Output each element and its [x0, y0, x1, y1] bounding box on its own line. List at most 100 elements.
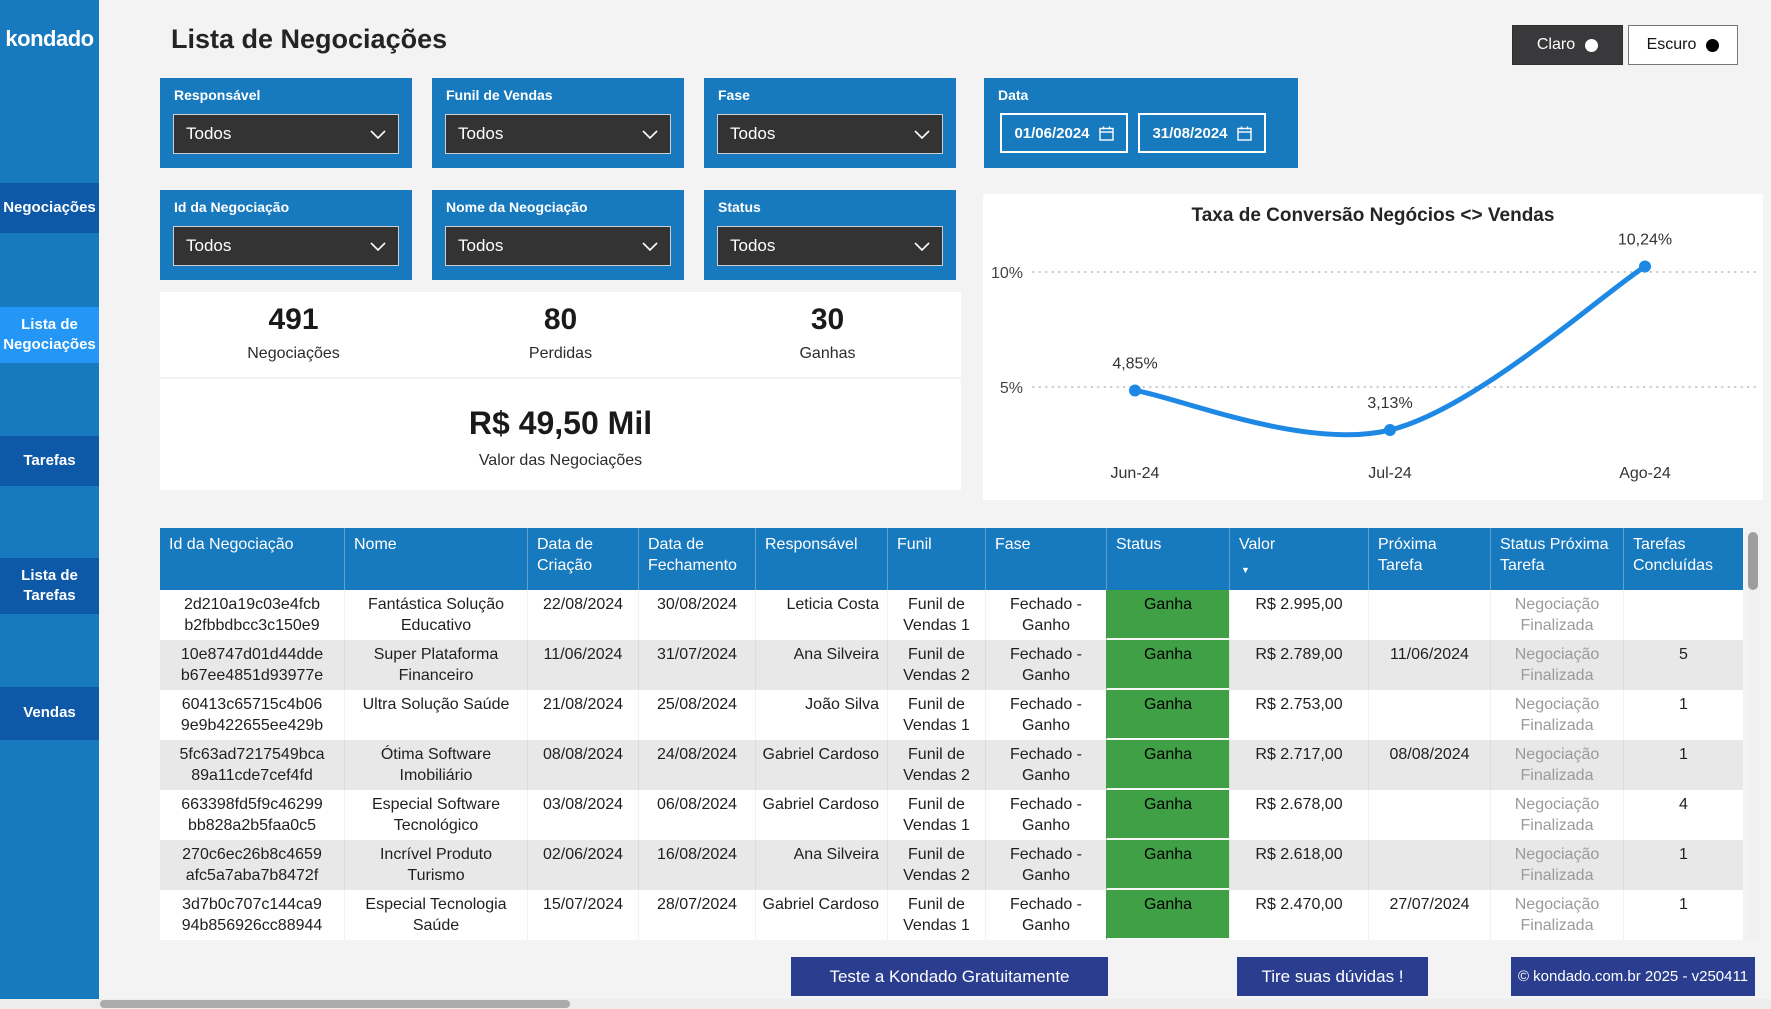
cell-funil[interactable]: Funil de Vendas 1 — [887, 690, 985, 740]
cell-responsavel[interactable]: Leticia Costa — [755, 590, 887, 640]
cell-responsavel[interactable]: João Silva — [755, 690, 887, 740]
cell-valor[interactable]: R$ 2.753,00 — [1229, 690, 1368, 740]
cell-data-fechamento[interactable]: 31/07/2024 — [638, 640, 755, 690]
date-start-input[interactable]: 01/06/2024 — [1000, 113, 1128, 153]
cell-data-fechamento[interactable]: 28/07/2024 — [638, 890, 755, 940]
cell-funil[interactable]: Funil de Vendas 1 — [887, 790, 985, 840]
nome-negociacao-dropdown[interactable]: Todos — [445, 226, 671, 266]
cell-data-criacao[interactable]: 15/07/2024 — [527, 890, 638, 940]
cell-funil[interactable]: Funil de Vendas 1 — [887, 890, 985, 940]
cell-data-criacao[interactable]: 21/08/2024 — [527, 690, 638, 740]
cell-valor[interactable]: R$ 2.618,00 — [1229, 840, 1368, 890]
column-header[interactable]: Tarefas Concluídas — [1623, 528, 1743, 590]
cell-valor[interactable]: R$ 2.995,00 — [1229, 590, 1368, 640]
cell-data-fechamento[interactable]: 25/08/2024 — [638, 690, 755, 740]
cell-status-proxima-tarefa[interactable]: Negociação Finalizada — [1490, 740, 1623, 790]
column-header[interactable]: Data de Criação — [527, 528, 638, 590]
column-header[interactable]: Status — [1106, 528, 1229, 590]
cell-tarefas-concluidas[interactable]: 1 — [1623, 690, 1743, 740]
table-row[interactable]: 2d210a19c03e4fcb b2fbbdbcc3c150e9 Fantást… — [160, 590, 1743, 640]
column-header[interactable]: Fase — [985, 528, 1106, 590]
cell-responsavel[interactable]: Ana Silveira — [755, 640, 887, 690]
column-header[interactable]: Funil — [887, 528, 985, 590]
cell-proxima-tarefa[interactable] — [1368, 690, 1490, 740]
cell-status[interactable]: Ganha — [1106, 790, 1229, 840]
cell-funil[interactable]: Funil de Vendas 2 — [887, 740, 985, 790]
responsavel-dropdown[interactable]: Todos — [173, 114, 399, 154]
sidebar-item-tarefas[interactable]: Tarefas — [0, 436, 99, 486]
cell-status[interactable]: Ganha — [1106, 890, 1229, 940]
cell-status-proxima-tarefa[interactable]: Negociação Finalizada — [1490, 890, 1623, 940]
cell-tarefas-concluidas[interactable]: 4 — [1623, 790, 1743, 840]
cell-id[interactable]: 60413c65715c4b06 9e9b422655ee429b — [180, 696, 324, 734]
cell-funil[interactable]: Funil de Vendas 1 — [887, 590, 985, 640]
trial-cta-button[interactable]: Teste a Kondado Gratuitamente — [791, 957, 1108, 996]
cell-status[interactable]: Ganha — [1106, 590, 1229, 640]
cell-nome[interactable]: Ótima Software Imobiliário — [344, 740, 527, 790]
cell-data-criacao[interactable]: 11/06/2024 — [527, 640, 638, 690]
cell-nome[interactable]: Fantástica Solução Educativo — [344, 590, 527, 640]
cell-fase[interactable]: Fechado - Ganho — [985, 840, 1106, 890]
cell-status-proxima-tarefa[interactable]: Negociação Finalizada — [1490, 590, 1623, 640]
cell-responsavel[interactable]: Gabriel Cardoso — [755, 790, 887, 840]
cell-fase[interactable]: Fechado - Ganho — [985, 590, 1106, 640]
cell-valor[interactable]: R$ 2.717,00 — [1229, 740, 1368, 790]
cell-tarefas-concluidas[interactable] — [1623, 590, 1743, 640]
cell-responsavel[interactable]: Gabriel Cardoso — [755, 740, 887, 790]
scrollbar-thumb[interactable] — [100, 1000, 570, 1008]
table-vertical-scrollbar[interactable] — [1746, 528, 1760, 940]
column-header[interactable]: Próxima Tarefa — [1368, 528, 1490, 590]
cell-proxima-tarefa[interactable] — [1368, 790, 1490, 840]
cell-tarefas-concluidas[interactable]: 1 — [1623, 740, 1743, 790]
table-row[interactable]: 270c6ec26b8c4659 afc5a7aba7b8472f Incríve… — [160, 840, 1743, 890]
help-button[interactable]: Tire suas dúvidas ! — [1237, 957, 1428, 996]
cell-fase[interactable]: Fechado - Ganho — [985, 690, 1106, 740]
cell-status[interactable]: Ganha — [1106, 690, 1229, 740]
conversion-line-chart[interactable]: 5% 10% 4,85% Jun-24 3,13% Jul-24 10,24% Ago-24 — [983, 230, 1763, 500]
table-row[interactable]: 663398fd5f9c46299 bb828a2b5faa0c5 Especia… — [160, 790, 1743, 840]
cell-responsavel[interactable]: Gabriel Cardoso — [755, 890, 887, 940]
cell-responsavel[interactable]: Ana Silveira — [755, 840, 887, 890]
column-header[interactable]: Id da Negociação — [160, 528, 344, 590]
cell-id[interactable]: 3d7b0c707c144ca9 94b856926cc88944 — [181, 896, 323, 934]
cell-proxima-tarefa[interactable]: 27/07/2024 — [1368, 890, 1490, 940]
cell-id[interactable]: 270c6ec26b8c4659 afc5a7aba7b8472f — [182, 846, 322, 884]
cell-nome[interactable]: Especial Software Tecnológico — [344, 790, 527, 840]
column-header[interactable]: Responsável — [755, 528, 887, 590]
column-header[interactable]: Valor ▼ — [1229, 528, 1368, 590]
cell-fase[interactable]: Fechado - Ganho — [985, 640, 1106, 690]
table-row[interactable]: 60413c65715c4b06 9e9b422655ee429b Ultra S… — [160, 690, 1743, 740]
cell-status-proxima-tarefa[interactable]: Negociação Finalizada — [1490, 790, 1623, 840]
date-end-input[interactable]: 31/08/2024 — [1138, 113, 1266, 153]
sidebar-item-lista-de-negociacoes[interactable]: Lista de Negociações — [0, 307, 99, 363]
cell-valor[interactable]: R$ 2.678,00 — [1229, 790, 1368, 840]
theme-light-button[interactable]: Claro — [1512, 25, 1623, 65]
cell-nome[interactable]: Incrível Produto Turismo — [344, 840, 527, 890]
cell-valor[interactable]: R$ 2.789,00 — [1229, 640, 1368, 690]
cell-status[interactable]: Ganha — [1106, 640, 1229, 690]
cell-data-fechamento[interactable]: 24/08/2024 — [638, 740, 755, 790]
cell-data-criacao[interactable]: 03/08/2024 — [527, 790, 638, 840]
sidebar-item-vendas[interactable]: Vendas — [0, 687, 99, 740]
column-header[interactable]: Status Próxima Tarefa — [1490, 528, 1623, 590]
table-row[interactable]: 3d7b0c707c144ca9 94b856926cc88944 Especia… — [160, 890, 1743, 940]
cell-fase[interactable]: Fechado - Ganho — [985, 790, 1106, 840]
column-header[interactable]: Nome — [344, 528, 527, 590]
cell-id[interactable]: 663398fd5f9c46299 bb828a2b5faa0c5 — [181, 796, 323, 834]
horizontal-scrollbar[interactable] — [0, 999, 1771, 1009]
cell-id[interactable]: 5fc63ad7217549bca 89a11cde7cef4fd — [179, 746, 325, 784]
cell-fase[interactable]: Fechado - Ganho — [985, 890, 1106, 940]
sidebar-item-negociacoes[interactable]: Negociações — [0, 183, 99, 233]
table-row[interactable]: 5fc63ad7217549bca 89a11cde7cef4fd Ótima S… — [160, 740, 1743, 790]
cell-nome[interactable]: Especial Tecnologia Saúde — [344, 890, 527, 940]
cell-id[interactable]: 10e8747d01d44dde b67ee4851d93977e — [180, 646, 324, 684]
cell-proxima-tarefa[interactable] — [1368, 590, 1490, 640]
funil-dropdown[interactable]: Todos — [445, 114, 671, 154]
cell-data-criacao[interactable]: 02/06/2024 — [527, 840, 638, 890]
id-negociacao-dropdown[interactable]: Todos — [173, 226, 399, 266]
sidebar-item-lista-de-tarefas[interactable]: Lista de Tarefas — [0, 558, 99, 614]
cell-status[interactable]: Ganha — [1106, 740, 1229, 790]
cell-data-fechamento[interactable]: 06/08/2024 — [638, 790, 755, 840]
theme-dark-button[interactable]: Escuro — [1628, 25, 1738, 65]
table-row[interactable]: 10e8747d01d44dde b67ee4851d93977e Super P… — [160, 640, 1743, 690]
